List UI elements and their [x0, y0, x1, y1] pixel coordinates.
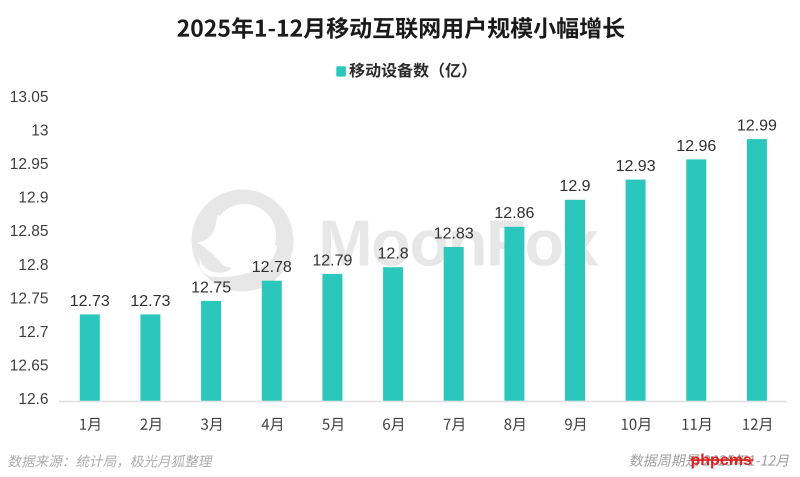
svg-text:12.9: 12.9: [559, 178, 590, 195]
svg-text:12.93: 12.93: [616, 158, 656, 175]
svg-text:12.75: 12.75: [191, 279, 231, 296]
svg-text:12.65: 12.65: [10, 357, 49, 374]
svg-text:12.85: 12.85: [10, 223, 49, 240]
svg-text:12.9: 12.9: [18, 190, 48, 207]
svg-text:12.99: 12.99: [737, 118, 777, 135]
svg-text:12.78: 12.78: [252, 259, 292, 276]
svg-text:12.83: 12.83: [434, 225, 474, 242]
svg-text:12.86: 12.86: [494, 205, 534, 222]
svg-text:12.6: 12.6: [18, 391, 48, 408]
svg-text:13.05: 13.05: [10, 89, 49, 106]
svg-text:12.75: 12.75: [10, 290, 49, 307]
svg-text:12.7: 12.7: [18, 324, 48, 341]
svg-text:12.8: 12.8: [18, 257, 48, 274]
svg-text:12.73: 12.73: [70, 293, 110, 310]
svg-text:12.73: 12.73: [130, 293, 170, 310]
svg-text:12.8: 12.8: [378, 246, 409, 263]
svg-text:12.95: 12.95: [10, 156, 49, 173]
svg-text:12.79: 12.79: [312, 252, 352, 269]
svg-text:12.96: 12.96: [676, 138, 716, 155]
svg-text:13: 13: [31, 123, 48, 140]
